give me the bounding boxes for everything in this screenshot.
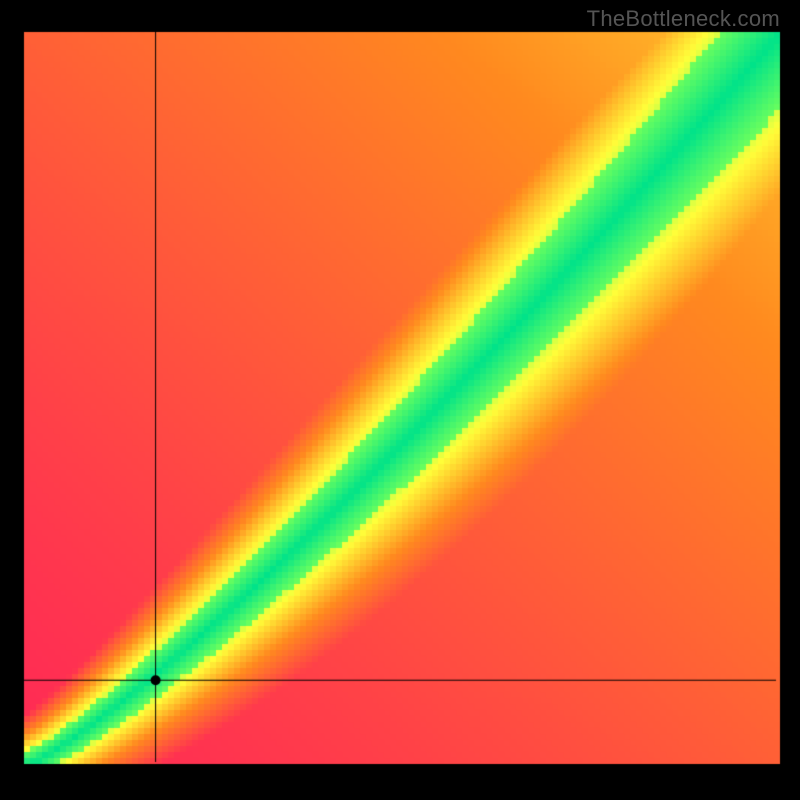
watermark-text: TheBottleneck.com [587, 6, 780, 32]
bottleneck-heatmap [0, 0, 800, 800]
chart-container: TheBottleneck.com [0, 0, 800, 800]
